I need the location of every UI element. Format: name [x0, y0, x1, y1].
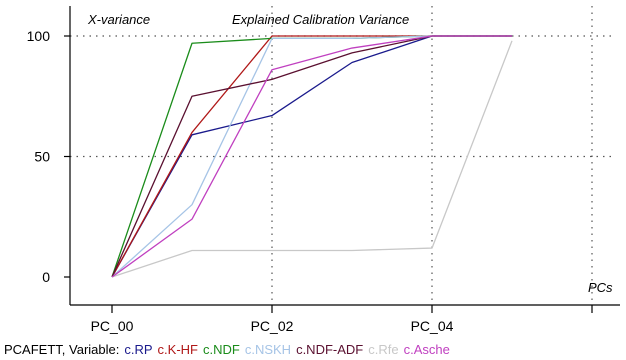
x-tick-label: PC_02	[251, 318, 294, 334]
legend-prefix: PCAFETT, Variable:	[4, 342, 119, 357]
y-tick-label: 50	[34, 149, 50, 165]
series-line-c-asche	[111, 35, 512, 278]
x-tick-label: PC_00	[91, 318, 134, 334]
series-line-c-rfe	[111, 40, 513, 278]
legend-entry: c.NDF-ADF	[296, 342, 363, 357]
legend-entry: c.K-HF	[158, 342, 199, 357]
y-axis-label: X-variance	[87, 12, 150, 27]
x-tick-label: PC_04	[411, 318, 454, 334]
y-tick-label: 100	[27, 28, 51, 44]
chart-title: Explained Calibration Variance	[232, 12, 409, 27]
tick-layer: 0 50 100 PC_00 PC_02 PC_04	[27, 28, 593, 334]
legend: PCAFETT, Variable: c.RP c.K-HF c.NDF c.NSKH c…	[4, 342, 450, 357]
x-axis-label: PCs	[588, 280, 613, 295]
y-tick-label: 0	[42, 269, 50, 285]
legend-entry: c.Rfe	[368, 342, 398, 357]
legend-entry: c.Asche	[404, 342, 450, 357]
legend-entry: c.RP	[124, 342, 152, 357]
series-layer	[111, 35, 513, 278]
grid-layer	[70, 6, 612, 305]
legend-entry: c.NDF	[203, 342, 240, 357]
legend-entry: c.NSKH	[245, 342, 291, 357]
axes-layer	[69, 6, 620, 306]
